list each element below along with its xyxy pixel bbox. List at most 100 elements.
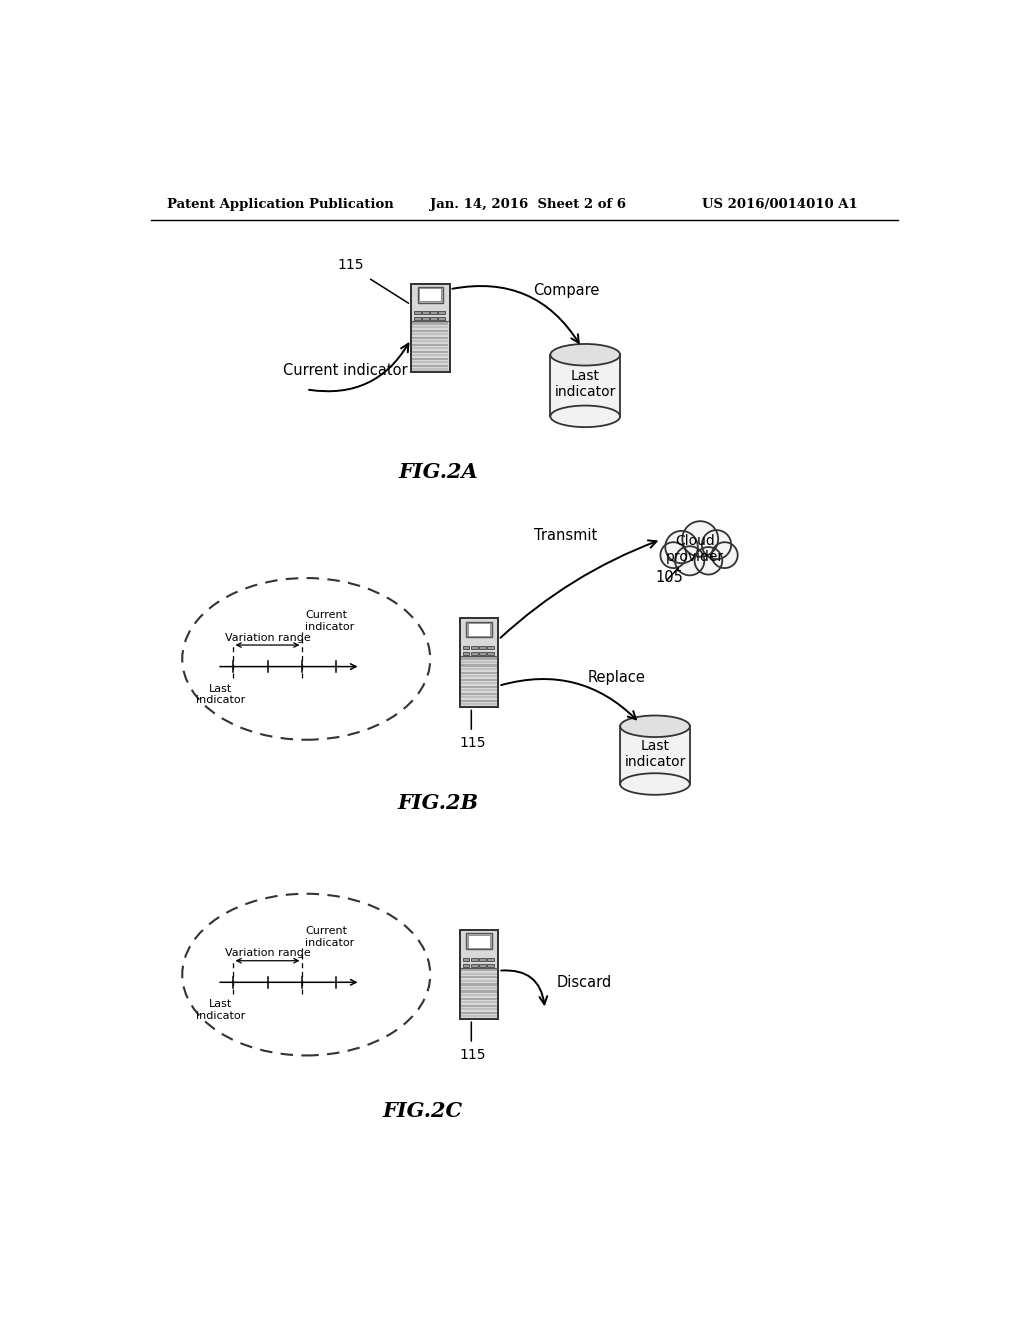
FancyBboxPatch shape	[479, 958, 485, 961]
Text: FIG.2A: FIG.2A	[398, 462, 478, 482]
FancyBboxPatch shape	[461, 1011, 497, 1014]
FancyBboxPatch shape	[419, 288, 441, 301]
FancyBboxPatch shape	[413, 326, 449, 329]
FancyBboxPatch shape	[461, 1001, 497, 1003]
FancyBboxPatch shape	[413, 337, 449, 339]
FancyBboxPatch shape	[461, 1005, 497, 1007]
Text: 105: 105	[655, 570, 683, 585]
Circle shape	[666, 531, 697, 564]
FancyBboxPatch shape	[461, 685, 497, 688]
Ellipse shape	[621, 774, 690, 795]
FancyBboxPatch shape	[463, 958, 469, 961]
Text: 115: 115	[338, 259, 365, 272]
FancyBboxPatch shape	[463, 964, 469, 968]
FancyBboxPatch shape	[461, 973, 497, 975]
Text: Replace: Replace	[588, 671, 645, 685]
Text: Current indicator: Current indicator	[283, 363, 408, 378]
FancyBboxPatch shape	[487, 652, 494, 655]
Circle shape	[701, 531, 731, 560]
FancyBboxPatch shape	[413, 343, 449, 346]
Text: Transmit: Transmit	[535, 528, 597, 543]
FancyBboxPatch shape	[430, 312, 437, 314]
Circle shape	[712, 543, 737, 568]
FancyBboxPatch shape	[461, 998, 497, 999]
FancyBboxPatch shape	[663, 540, 725, 562]
FancyBboxPatch shape	[461, 1015, 497, 1018]
FancyBboxPatch shape	[413, 362, 449, 363]
FancyBboxPatch shape	[487, 964, 494, 968]
FancyBboxPatch shape	[461, 661, 497, 663]
Text: Variation range: Variation range	[224, 949, 310, 958]
FancyBboxPatch shape	[414, 312, 421, 314]
FancyBboxPatch shape	[461, 675, 497, 677]
FancyBboxPatch shape	[413, 347, 449, 350]
FancyBboxPatch shape	[413, 322, 449, 325]
FancyBboxPatch shape	[438, 312, 445, 314]
FancyBboxPatch shape	[422, 317, 429, 321]
Ellipse shape	[550, 405, 621, 428]
FancyBboxPatch shape	[461, 657, 497, 660]
Text: Last
indicator: Last indicator	[625, 738, 686, 768]
Text: Variation range: Variation range	[224, 632, 310, 643]
FancyBboxPatch shape	[463, 645, 469, 649]
FancyBboxPatch shape	[471, 958, 477, 961]
Text: Discard: Discard	[557, 974, 611, 990]
FancyBboxPatch shape	[461, 696, 497, 698]
Ellipse shape	[621, 715, 690, 737]
FancyBboxPatch shape	[413, 351, 449, 352]
FancyBboxPatch shape	[461, 994, 497, 997]
FancyBboxPatch shape	[430, 317, 437, 321]
FancyBboxPatch shape	[461, 664, 497, 667]
FancyBboxPatch shape	[413, 358, 449, 360]
FancyBboxPatch shape	[422, 312, 429, 314]
FancyBboxPatch shape	[461, 678, 497, 681]
Text: Last
indicator: Last indicator	[197, 684, 246, 705]
FancyBboxPatch shape	[468, 935, 490, 948]
FancyBboxPatch shape	[479, 652, 485, 655]
FancyBboxPatch shape	[413, 368, 449, 371]
FancyBboxPatch shape	[461, 672, 497, 673]
FancyBboxPatch shape	[461, 689, 497, 692]
Text: Current
indicator: Current indicator	[305, 610, 354, 632]
FancyBboxPatch shape	[463, 652, 469, 655]
FancyBboxPatch shape	[461, 1008, 497, 1010]
FancyBboxPatch shape	[418, 286, 442, 302]
Circle shape	[660, 543, 686, 568]
FancyBboxPatch shape	[461, 668, 497, 671]
FancyBboxPatch shape	[479, 645, 485, 649]
FancyBboxPatch shape	[467, 622, 492, 638]
FancyBboxPatch shape	[461, 977, 497, 978]
Text: 115: 115	[460, 737, 486, 750]
FancyBboxPatch shape	[460, 619, 499, 708]
FancyBboxPatch shape	[461, 704, 497, 705]
FancyBboxPatch shape	[460, 931, 499, 1019]
FancyBboxPatch shape	[471, 645, 477, 649]
FancyBboxPatch shape	[461, 990, 497, 993]
FancyBboxPatch shape	[413, 341, 449, 342]
FancyBboxPatch shape	[471, 964, 477, 968]
FancyBboxPatch shape	[461, 700, 497, 702]
FancyBboxPatch shape	[461, 969, 497, 972]
FancyBboxPatch shape	[467, 933, 492, 949]
Text: FIG.2B: FIG.2B	[397, 793, 478, 813]
Circle shape	[675, 546, 705, 576]
FancyBboxPatch shape	[487, 958, 494, 961]
FancyBboxPatch shape	[413, 354, 449, 356]
Ellipse shape	[550, 345, 621, 366]
Text: Patent Application Publication: Patent Application Publication	[167, 198, 393, 211]
FancyBboxPatch shape	[471, 652, 477, 655]
Text: Jan. 14, 2016  Sheet 2 of 6: Jan. 14, 2016 Sheet 2 of 6	[430, 198, 627, 211]
FancyBboxPatch shape	[479, 964, 485, 968]
FancyBboxPatch shape	[461, 983, 497, 986]
FancyBboxPatch shape	[621, 726, 690, 784]
FancyBboxPatch shape	[411, 284, 450, 372]
FancyBboxPatch shape	[461, 682, 497, 684]
FancyBboxPatch shape	[438, 317, 445, 321]
FancyBboxPatch shape	[468, 623, 490, 636]
FancyBboxPatch shape	[414, 317, 421, 321]
Text: Cloud
provider: Cloud provider	[667, 533, 724, 564]
FancyBboxPatch shape	[461, 987, 497, 989]
Text: US 2016/0014010 A1: US 2016/0014010 A1	[701, 198, 857, 211]
Text: 115: 115	[460, 1048, 486, 1061]
FancyBboxPatch shape	[413, 333, 449, 335]
